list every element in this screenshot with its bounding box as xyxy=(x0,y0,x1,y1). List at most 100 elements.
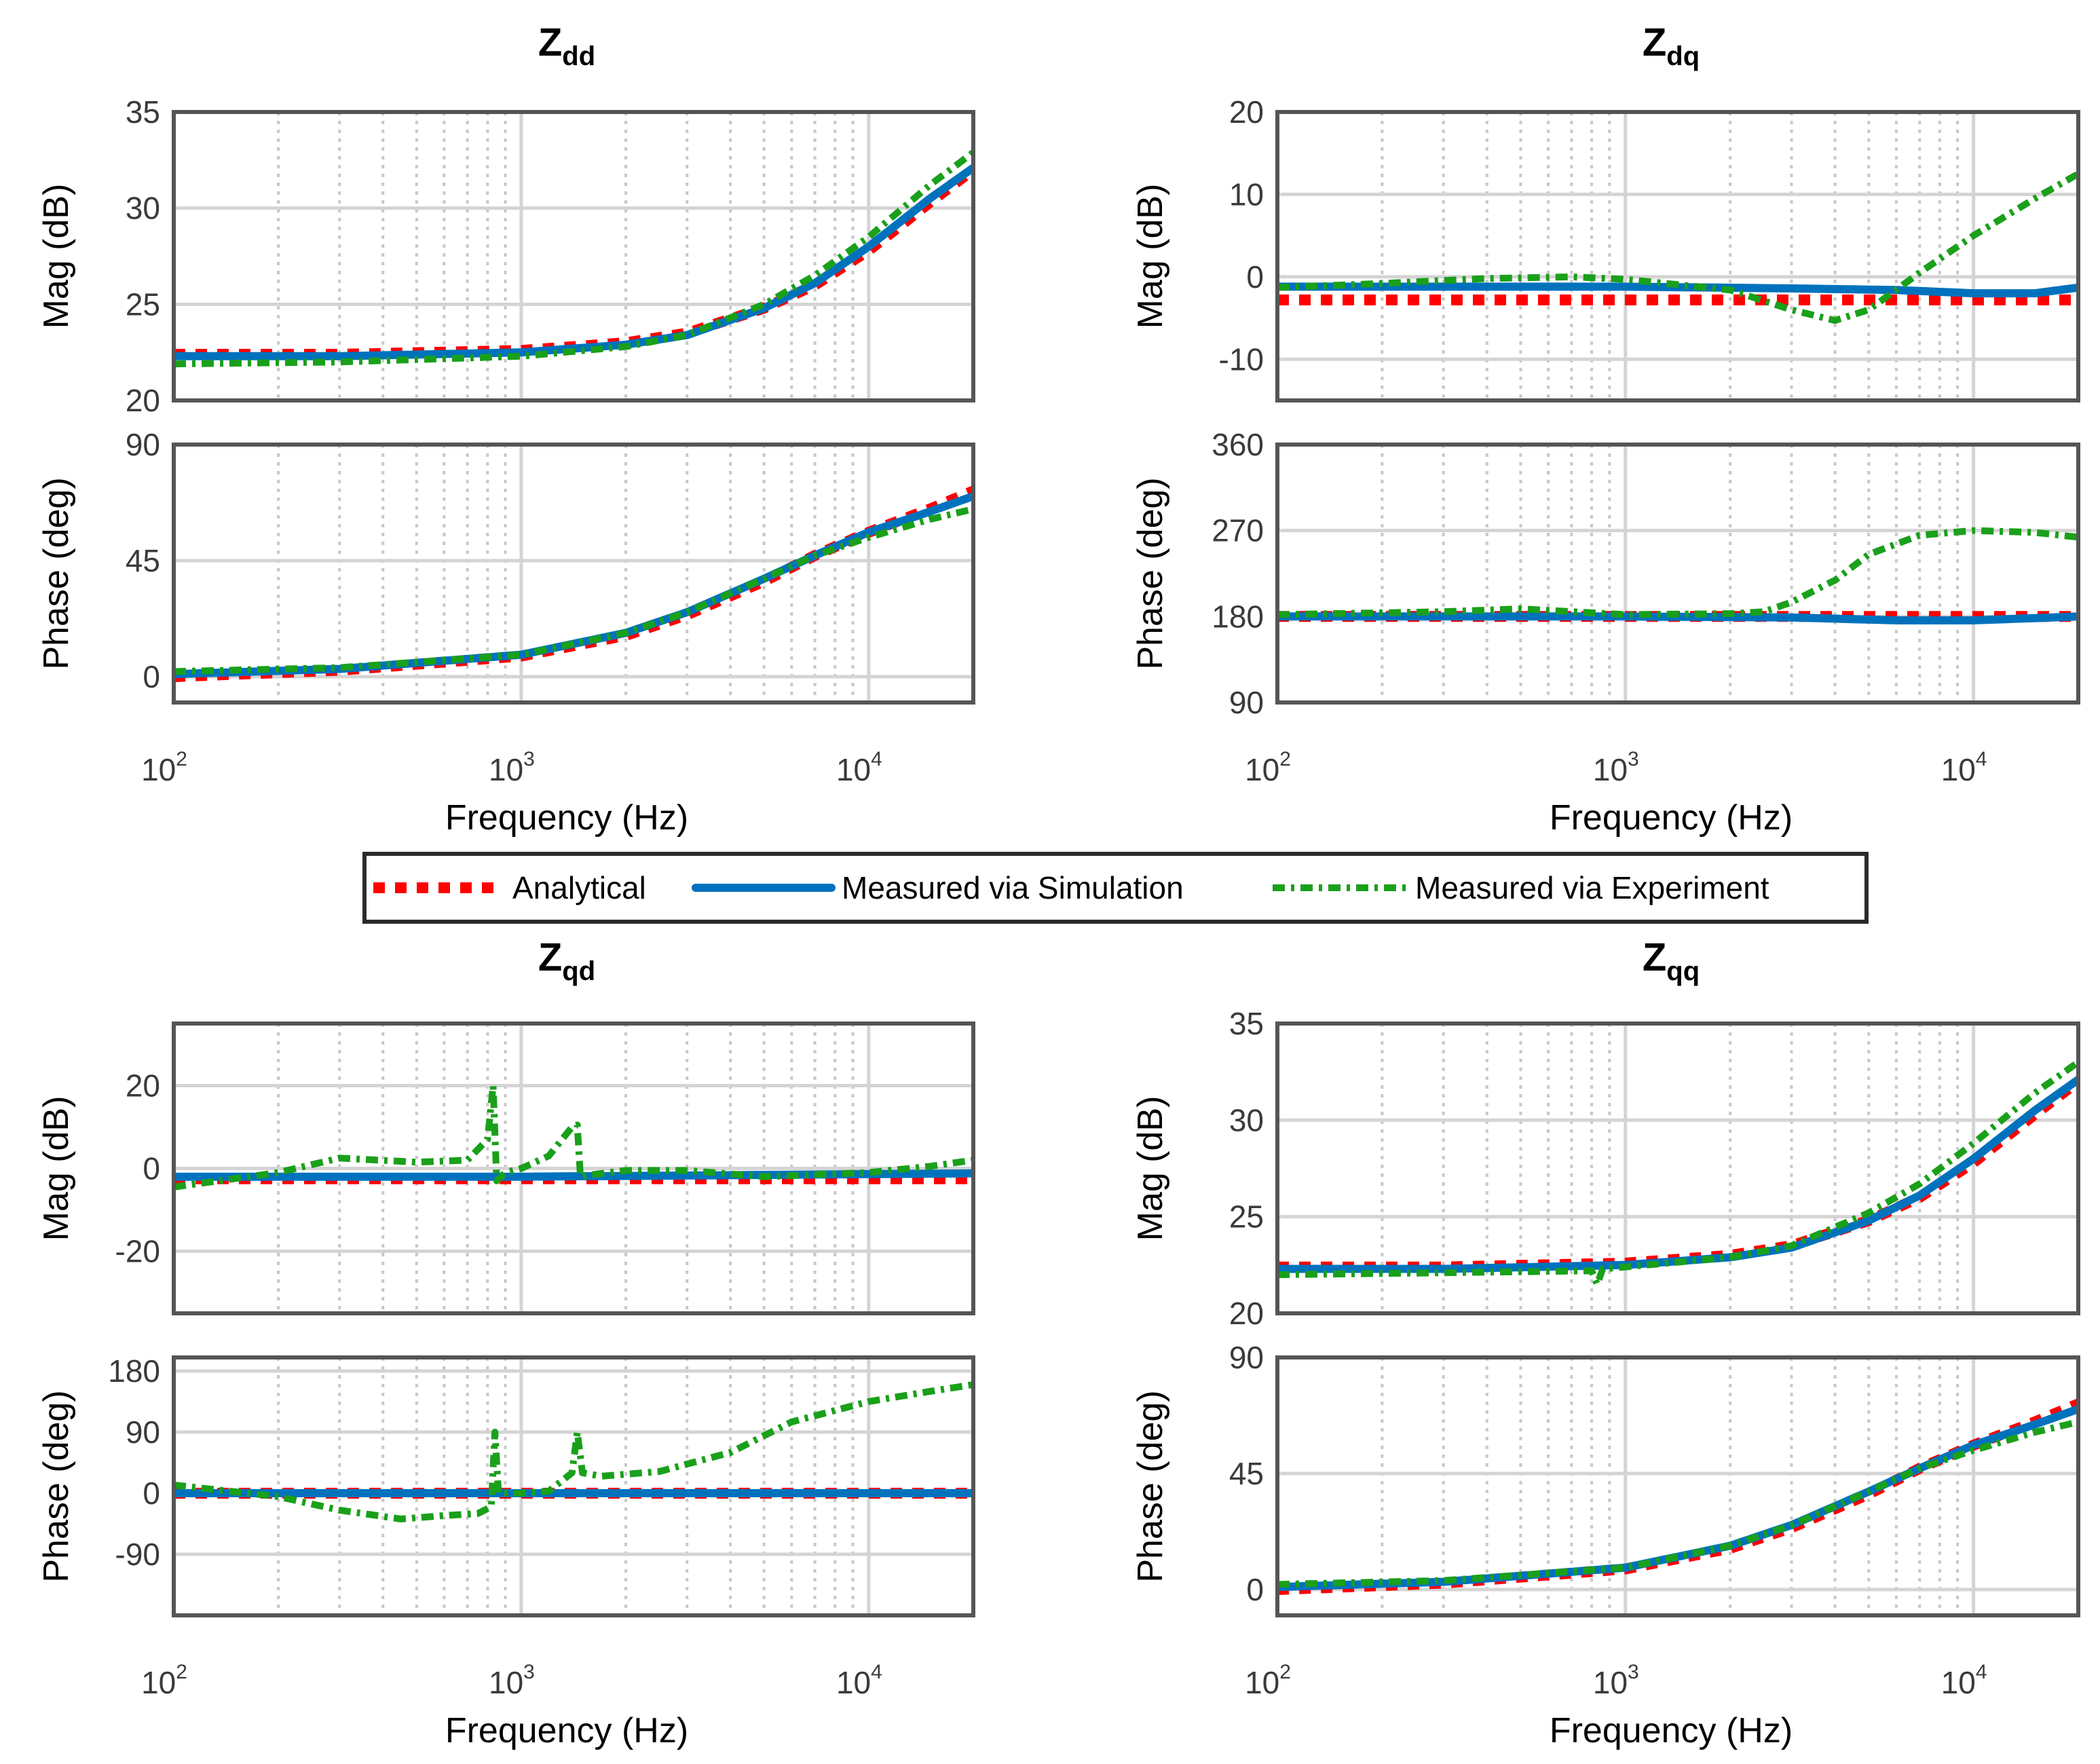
axes-frame xyxy=(172,1021,975,1315)
y-tick-label: 90 xyxy=(126,1414,160,1450)
chart-title: Zdq xyxy=(1643,20,1700,71)
y-tick-label: -20 xyxy=(115,1234,160,1269)
axes-frame xyxy=(172,443,975,705)
y-tick-label: 20 xyxy=(126,383,160,418)
chart-zdq: Zdq -10 0 10 20 Mag (dB) 90 180 270 360 Phase (deg… xyxy=(1131,20,2080,838)
chart-title-sub: dq xyxy=(1666,41,1700,71)
series-line-measured-via-experiment xyxy=(174,1381,973,1522)
axes-frame xyxy=(172,1355,975,1617)
y-tick-label: 35 xyxy=(1229,1006,1264,1041)
magnitude-panel: 20 25 30 35 Mag (dB) xyxy=(37,94,975,418)
y-axis-label: Phase (deg) xyxy=(37,1390,76,1582)
plot-area xyxy=(174,1357,973,1615)
y-tick-label: 45 xyxy=(126,543,160,578)
series-line-measured-via-experiment xyxy=(174,149,973,368)
y-tick-label: 25 xyxy=(126,286,160,322)
y-tick-label: 0 xyxy=(1246,1572,1264,1607)
y-tick-label: 35 xyxy=(126,94,160,130)
y-tick-label: 10 xyxy=(1229,176,1264,212)
series-group xyxy=(1277,170,2078,324)
charts-layer: Zdd 20 25 30 35 Mag (dB) 0 45 90 Phase (deg) 102 10… xyxy=(37,20,2080,1750)
x-tick-label: 102 xyxy=(141,1661,187,1700)
magnitude-panel: -10 0 10 20 Mag (dB) xyxy=(1131,94,2080,402)
x-tick-label: 102 xyxy=(141,748,187,787)
series-line-measured-via-simulation xyxy=(174,164,973,360)
y-tick-label: 270 xyxy=(1212,513,1264,548)
y-tick-label: 20 xyxy=(1229,94,1264,130)
legend: Analytical Measured via Simulation Measure… xyxy=(362,852,1869,924)
x-tick-label: 104 xyxy=(1941,748,1987,787)
y-axis-label: Mag (dB) xyxy=(37,184,76,329)
x-tick-label: 103 xyxy=(1593,1661,1639,1700)
series-group xyxy=(174,486,973,682)
chart-zdd: Zdd 20 25 30 35 Mag (dB) 0 45 90 Phase (deg) 102 10… xyxy=(37,20,975,838)
chart-title: Zqd xyxy=(538,935,595,986)
series-line-measured-via-experiment xyxy=(1277,170,2078,324)
y-axis-label: Phase (deg) xyxy=(1131,477,1170,669)
axes-frame xyxy=(1275,443,2080,705)
axes-frame xyxy=(172,110,975,402)
series-line-measured-via-experiment xyxy=(1277,1059,2078,1288)
axes-frame xyxy=(1275,1355,2080,1617)
x-tick-label: 102 xyxy=(1245,1661,1291,1700)
y-tick-label: 0 xyxy=(143,1151,160,1186)
chart-title: Zdd xyxy=(538,20,595,71)
y-tick-label: 20 xyxy=(126,1068,160,1104)
plot-area xyxy=(1277,445,2078,702)
series-line-measured-via-experiment xyxy=(1277,1419,2078,1588)
series-group xyxy=(174,149,973,368)
x-tick-label: 102 xyxy=(1245,748,1291,787)
series-line-measured-via-experiment xyxy=(174,1082,973,1190)
y-tick-label: 180 xyxy=(108,1353,160,1389)
phase-panel: 0 45 90 Phase (deg) xyxy=(1131,1340,2080,1617)
y-tick-label: 0 xyxy=(143,1476,160,1511)
y-tick-label: 360 xyxy=(1212,427,1264,462)
magnitude-panel: 20 25 30 35 Mag (dB) xyxy=(1131,1006,2080,1331)
x-tick-label: 103 xyxy=(489,1661,535,1700)
series-line-measured-via-simulation xyxy=(1277,1075,2078,1273)
y-tick-label: 30 xyxy=(126,191,160,226)
magnitude-panel: -20 0 20 Mag (dB) xyxy=(37,1021,975,1315)
plot-area xyxy=(174,445,973,702)
y-tick-label: -90 xyxy=(115,1537,160,1572)
plot-area xyxy=(1277,1357,2078,1615)
y-tick-label: -10 xyxy=(1219,341,1264,377)
y-axis-label: Mag (dB) xyxy=(1131,184,1170,329)
x-tick-label: 104 xyxy=(836,748,882,787)
x-tick-label: 103 xyxy=(489,748,535,787)
chart-title: Zqq xyxy=(1643,935,1700,986)
axes-frame xyxy=(1275,1021,2080,1315)
series-line-measured-via-simulation xyxy=(1277,612,2078,624)
series-group xyxy=(174,1082,973,1190)
legend-box xyxy=(362,852,1869,924)
x-tick-label: 103 xyxy=(1593,748,1639,787)
legend-label: Measured via Experiment xyxy=(1415,870,1769,905)
x-axis-label: Frequency (Hz) xyxy=(1550,798,1793,838)
y-tick-label: 180 xyxy=(1212,599,1264,634)
x-axis-label: Frequency (Hz) xyxy=(1550,1711,1793,1750)
x-tick-label: 104 xyxy=(1941,1661,1987,1700)
series-group xyxy=(1277,527,2078,624)
x-tick-label: 104 xyxy=(836,1661,882,1700)
y-tick-label: 0 xyxy=(1246,259,1264,295)
y-tick-label: 30 xyxy=(1229,1102,1264,1138)
legend-label: Measured via Simulation xyxy=(842,870,1184,905)
x-axis-label: Frequency (Hz) xyxy=(445,798,688,838)
y-axis-label: Phase (deg) xyxy=(37,477,76,669)
series-group xyxy=(174,1381,973,1522)
chart-title-main: Z xyxy=(538,935,562,979)
legend-label: Analytical xyxy=(512,870,646,905)
y-tick-label: 25 xyxy=(1229,1199,1264,1235)
y-tick-label: 90 xyxy=(1229,685,1264,720)
y-tick-label: 90 xyxy=(1229,1340,1264,1375)
chart-title-sub: qq xyxy=(1666,956,1700,986)
y-axis-label: Mag (dB) xyxy=(37,1096,76,1241)
phase-panel: 0 45 90 Phase (deg) xyxy=(37,427,975,705)
series-line-measured-via-experiment xyxy=(174,506,973,675)
plot-area xyxy=(1277,112,2078,400)
chart-title-sub: dd xyxy=(562,41,595,71)
y-axis-label: Phase (deg) xyxy=(1131,1390,1170,1582)
chart-title-main: Z xyxy=(1643,20,1666,64)
phase-panel: 90 180 270 360 Phase (deg) xyxy=(1131,427,2080,720)
series-group xyxy=(1277,1059,2078,1288)
